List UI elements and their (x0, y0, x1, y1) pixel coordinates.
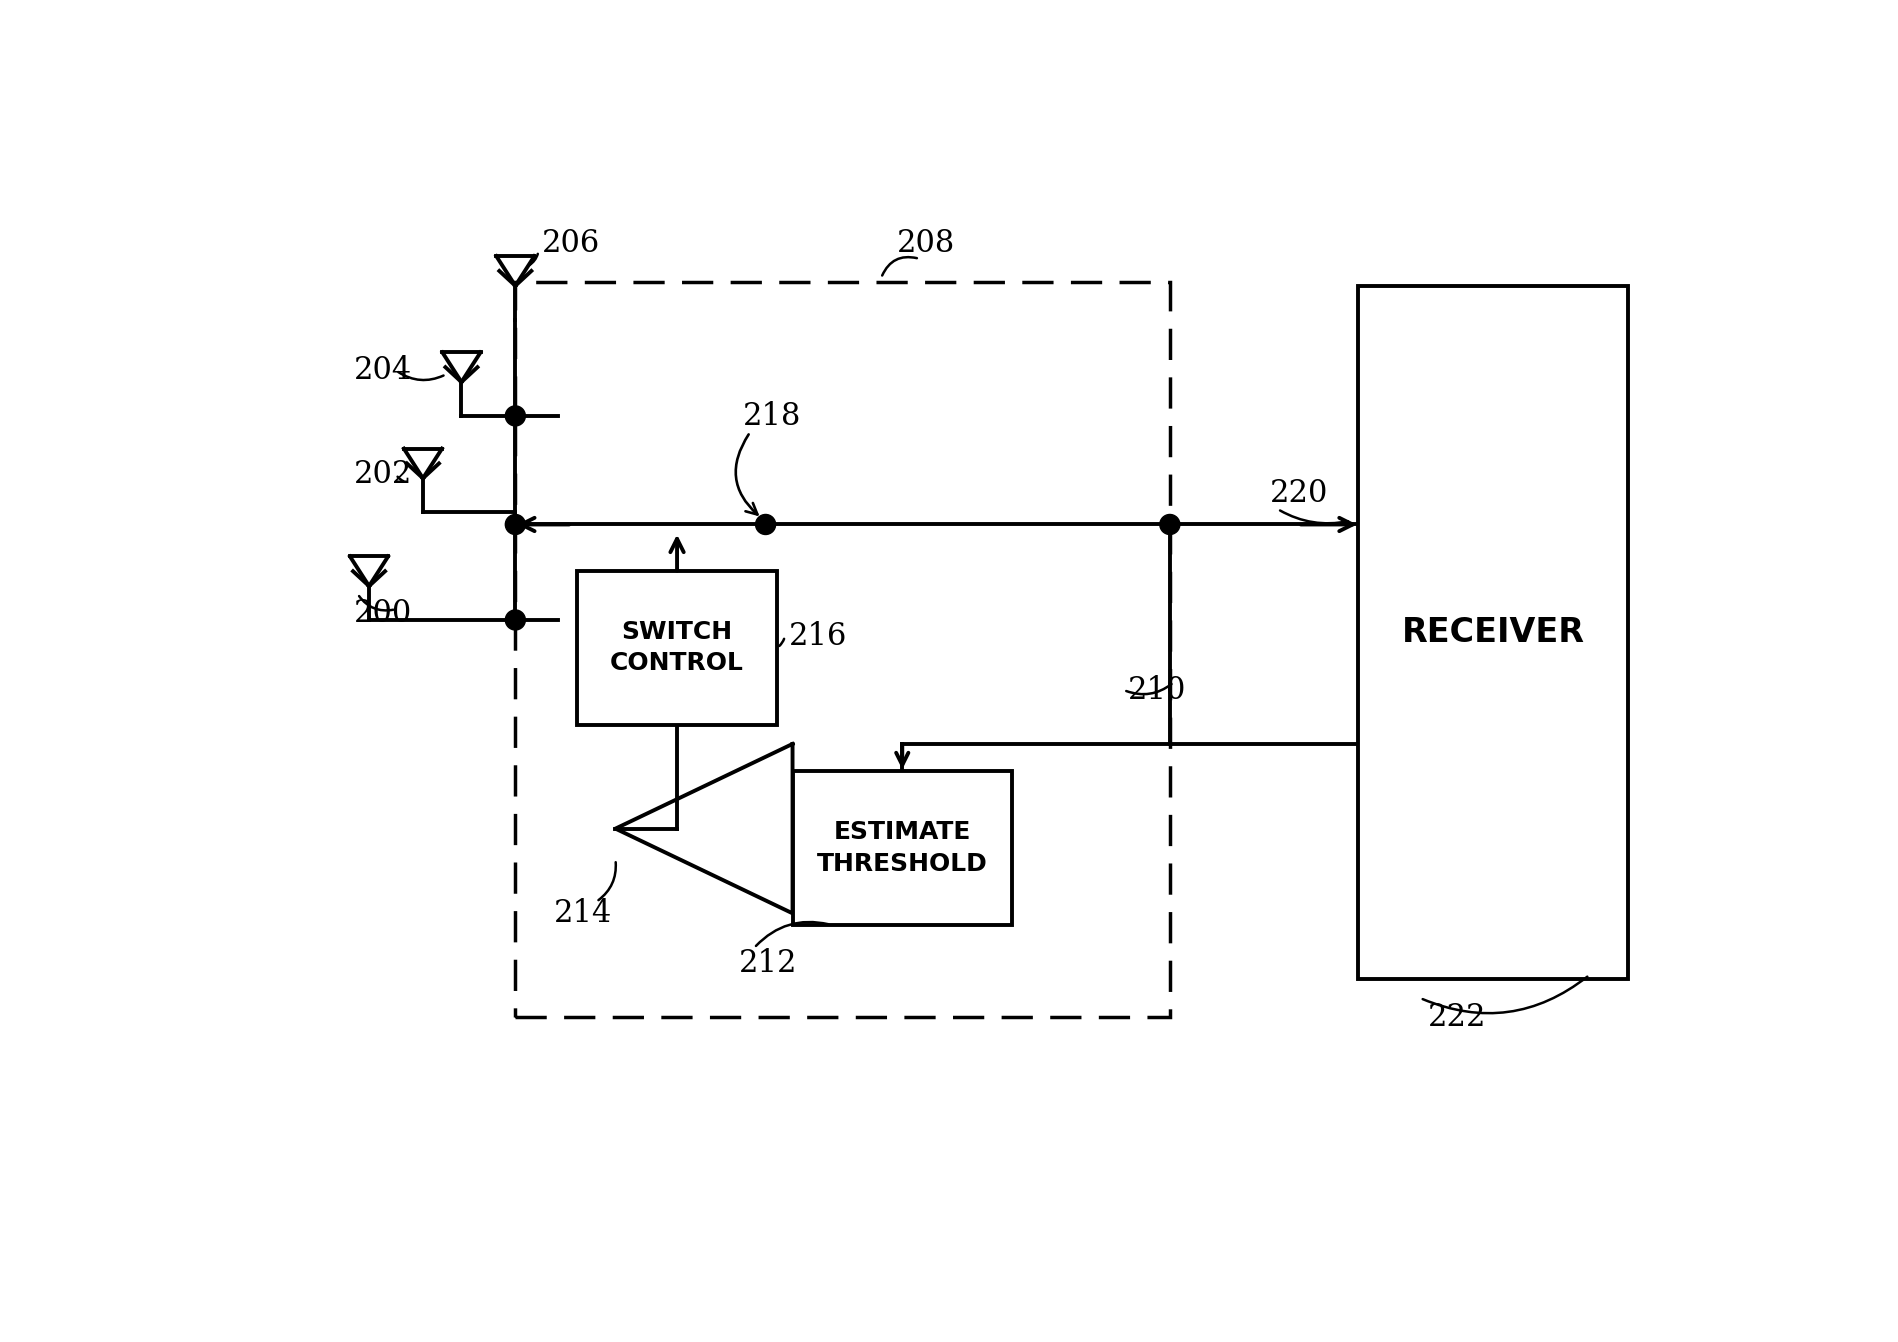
Text: SWITCH
CONTROL: SWITCH CONTROL (609, 620, 744, 675)
Circle shape (505, 405, 526, 425)
Text: 200: 200 (353, 597, 412, 628)
Text: 218: 218 (742, 401, 801, 432)
Text: 204: 204 (353, 356, 412, 386)
Text: 212: 212 (738, 947, 797, 978)
Text: RECEIVER: RECEIVER (1403, 616, 1585, 648)
Text: 220: 220 (1270, 478, 1329, 509)
Text: ESTIMATE
THRESHOLD: ESTIMATE THRESHOLD (816, 820, 987, 876)
Circle shape (505, 611, 526, 629)
Bar (1359, 286, 1628, 978)
Bar (793, 770, 1012, 925)
Bar (516, 282, 1169, 1017)
Circle shape (755, 514, 776, 534)
Bar (577, 570, 776, 725)
Text: 206: 206 (543, 228, 600, 259)
Text: 202: 202 (353, 459, 412, 490)
Text: 214: 214 (554, 898, 611, 929)
Circle shape (505, 514, 526, 534)
Text: 222: 222 (1427, 1001, 1486, 1033)
Text: 216: 216 (790, 620, 847, 652)
Text: 208: 208 (896, 228, 955, 259)
Text: 210: 210 (1127, 675, 1186, 706)
Circle shape (1160, 514, 1181, 534)
